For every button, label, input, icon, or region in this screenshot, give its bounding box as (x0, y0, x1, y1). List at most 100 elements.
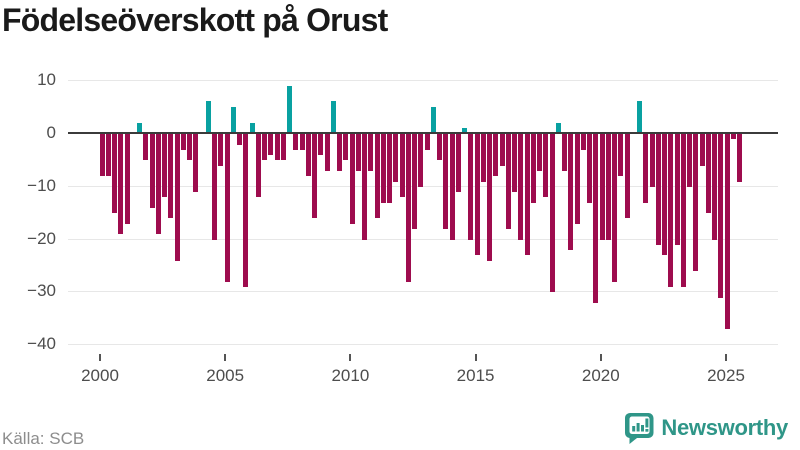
bar-2023Q3 (687, 134, 692, 187)
x-tick-2010 (349, 354, 352, 361)
bar-2015Q3 (487, 134, 492, 261)
bar-2014Q1 (449, 134, 455, 240)
bar-2005Q4 (243, 134, 249, 287)
bar-2019Q2 (580, 134, 586, 150)
bar-2023Q2 (680, 134, 686, 287)
x-tick-label-2005: 2005 (206, 366, 245, 385)
bar-2019Q3 (587, 134, 592, 203)
bar-2011Q3 (387, 134, 392, 203)
x-tick-label-2025: 2025 (707, 366, 745, 385)
grid-line--30 (68, 291, 778, 292)
x-tick-2015 (474, 354, 477, 361)
bar-2001Q3 (137, 122, 142, 134)
bar-2020Q4 (618, 134, 624, 177)
zero-axis-line (68, 132, 778, 134)
bar-2018Q4 (568, 134, 574, 251)
y-tick-label--20: −20 (27, 229, 56, 248)
chart-title: Födelseöverskott på Orust (2, 2, 388, 38)
bar-2024Q3 (712, 134, 717, 240)
bar-2020Q2 (605, 134, 611, 240)
newsworthy-logo[interactable]: Newsworthy (625, 412, 788, 444)
bar-2000Q4 (118, 134, 124, 235)
bar-2005Q3 (237, 134, 242, 145)
x-tick-label-2000: 2000 (81, 366, 119, 385)
bar-2012Q4 (418, 134, 424, 187)
bar-2003Q3 (187, 134, 192, 161)
source-label: Källa: SCB (2, 429, 85, 448)
bar-2023Q4 (693, 134, 699, 272)
bar-2012Q1 (399, 134, 405, 198)
grid-line-10 (68, 80, 778, 81)
x-tick-2025 (725, 354, 727, 361)
bar-2016Q3 (512, 134, 517, 192)
bar-2025Q3 (737, 134, 742, 182)
bar-2018Q3 (562, 134, 567, 171)
bar-2011Q1 (374, 134, 380, 219)
bar-2017Q3 (537, 134, 542, 171)
bar-2005Q2 (230, 106, 236, 133)
bar-2022Q4 (668, 134, 674, 287)
bar-2004Q3 (212, 134, 217, 240)
newsworthy-bubble-chart-icon (625, 412, 654, 444)
bar-2017Q2 (530, 134, 536, 203)
bar-2003Q4 (193, 134, 199, 192)
bar-2000Q2 (105, 134, 111, 177)
bar-2007Q4 (293, 134, 299, 150)
bar-2015Q2 (480, 134, 486, 182)
y-tick-label-10: 10 (37, 70, 56, 89)
bar-2016Q4 (518, 134, 524, 240)
y-tick-label-0: 0 (46, 123, 56, 142)
bar-2024Q1 (699, 134, 705, 166)
bar-2006Q2 (255, 134, 261, 198)
bar-2002Q3 (162, 134, 167, 198)
bar-2010Q4 (368, 134, 374, 171)
bar-2016Q1 (499, 134, 505, 166)
bar-2004Q4 (218, 134, 224, 166)
bar-2002Q2 (155, 134, 161, 235)
y-tick-label--40: −40 (27, 334, 56, 353)
bar-2018Q2 (555, 122, 561, 134)
x-tick-label-2015: 2015 (456, 366, 495, 385)
bar-2002Q4 (168, 134, 174, 219)
bar-2013Q3 (437, 134, 442, 161)
x-tick-label-2020: 2020 (581, 366, 620, 385)
bar-2008Q1 (299, 134, 305, 150)
bar-2011Q2 (380, 134, 386, 203)
bar-2008Q4 (318, 134, 324, 156)
bar-2013Q4 (443, 134, 449, 229)
bar-2014Q2 (455, 134, 461, 192)
bar-2007Q1 (274, 134, 280, 161)
bar-2007Q3 (287, 85, 292, 133)
bar-2004Q2 (205, 101, 211, 133)
bar-2022Q2 (655, 134, 661, 245)
bar-2005Q1 (224, 134, 230, 282)
bar-2001Q4 (143, 134, 149, 161)
bar-2009Q4 (343, 134, 349, 161)
bar-2001Q1 (124, 134, 130, 224)
bar-2025Q1 (724, 134, 730, 330)
bar-2010Q2 (355, 134, 361, 171)
bar-2016Q2 (505, 134, 511, 229)
x-tick-2005 (224, 354, 227, 361)
bar-2006Q3 (262, 134, 267, 161)
bar-2017Q4 (543, 134, 549, 198)
bar-2012Q3 (412, 134, 417, 229)
bar-2009Q3 (337, 134, 342, 171)
bar-2021Q1 (624, 134, 630, 219)
bar-2020Q3 (612, 134, 617, 282)
bar-2013Q1 (424, 134, 430, 150)
bar-2019Q1 (574, 134, 580, 224)
bar-2015Q4 (493, 134, 499, 177)
bar-2014Q3 (462, 127, 467, 133)
bar-2022Q1 (649, 134, 655, 187)
bar-2000Q3 (112, 134, 117, 214)
bar-2012Q2 (405, 134, 411, 282)
bar-2014Q4 (468, 134, 474, 240)
grid-line--20 (68, 239, 778, 240)
bar-2024Q2 (705, 134, 711, 214)
bar-2024Q4 (718, 134, 724, 298)
bar-2017Q1 (524, 134, 530, 256)
bar-2006Q4 (268, 134, 274, 156)
